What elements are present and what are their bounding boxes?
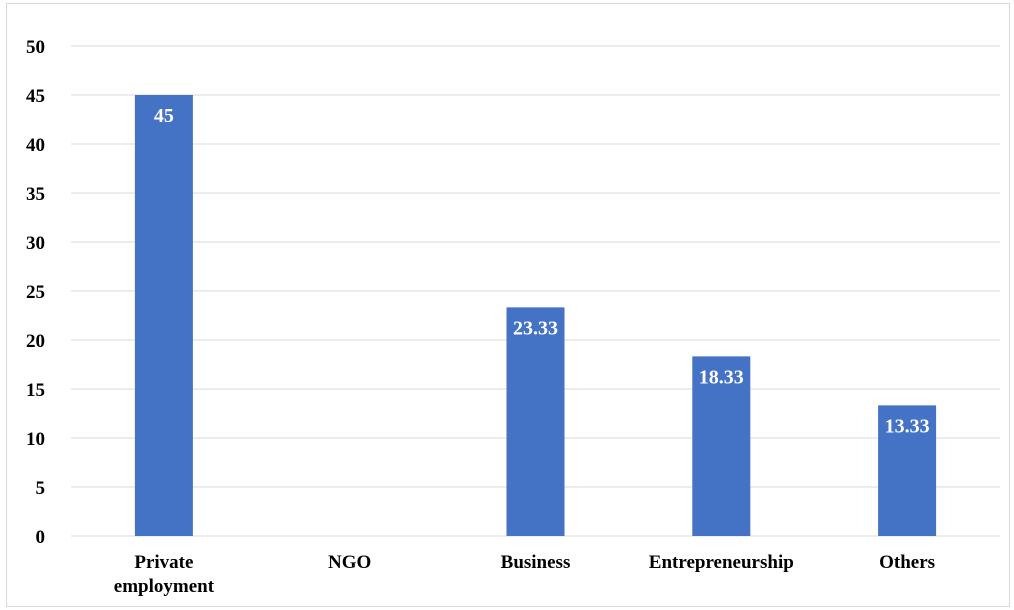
y-tick-label: 5	[36, 478, 46, 499]
y-tick-label: 40	[26, 135, 45, 156]
y-axis-tick-labels: 0 5 10 15 20 25 30 35 40 45 50	[26, 37, 45, 548]
y-tick-label: 15	[26, 380, 45, 401]
bar	[878, 405, 937, 536]
x-axis-category-labels: Private employment NGO Business Entrepreneur…	[114, 552, 935, 597]
y-tick-label: 45	[26, 86, 45, 107]
bar	[692, 356, 751, 536]
data-label: 13.33	[885, 415, 930, 437]
x-category-label: Others	[879, 552, 935, 573]
chart-frame: 0 5 10 15 20 25 30 35 40 45 50 45 23.33 18.33 13.33 P…	[6, 3, 1010, 607]
bar-chart: 0 5 10 15 20 25 30 35 40 45 50 45 23.33 18.33 13.33 P…	[26, 37, 1000, 597]
x-category-label: Entrepreneurship	[649, 552, 794, 573]
data-label: 45	[154, 105, 174, 127]
data-label: 18.33	[699, 366, 744, 388]
x-category-label: Private employment	[114, 552, 215, 597]
bar	[506, 307, 565, 536]
bars	[134, 95, 937, 536]
x-category-label: NGO	[328, 552, 371, 573]
y-tick-label: 30	[26, 233, 45, 254]
data-label: 23.33	[513, 317, 558, 339]
data-labels: 45 23.33 18.33 13.33	[154, 105, 930, 437]
y-tick-label: 35	[26, 184, 45, 205]
y-tick-label: 25	[26, 282, 45, 303]
y-tick-label: 20	[26, 331, 45, 352]
y-tick-label: 10	[26, 429, 45, 450]
y-tick-label: 0	[36, 527, 46, 548]
bar	[134, 95, 193, 536]
x-category-label: Business	[501, 552, 571, 573]
y-tick-label: 50	[26, 37, 45, 58]
